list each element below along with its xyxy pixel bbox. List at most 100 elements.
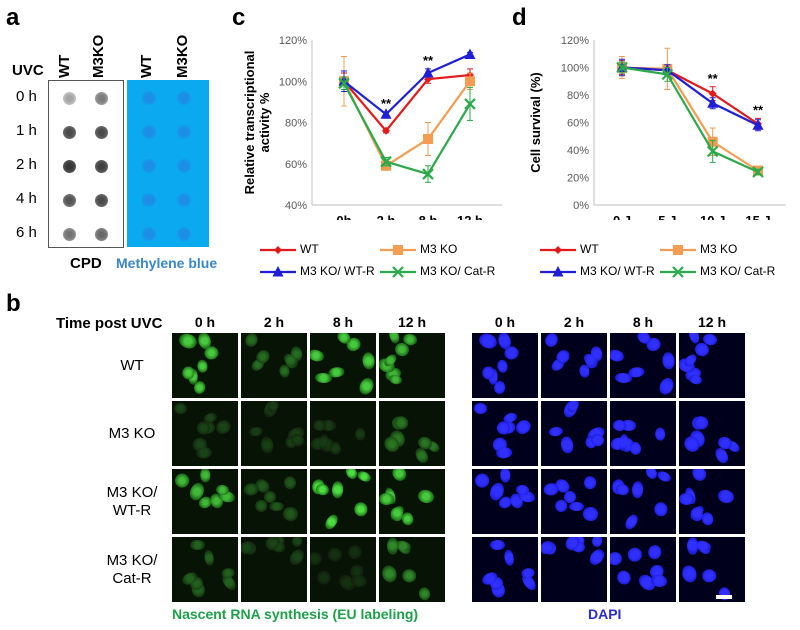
eu-image-cell [172,537,238,602]
eu-nucleus [361,351,375,371]
eu-nucleus [202,549,215,567]
eu-nucleus [200,469,211,483]
eu-image-cell [172,469,238,534]
mb-dot [177,125,191,139]
eu-nucleus [355,469,373,484]
x-tick-label: 0 J [613,213,631,220]
legend-swatch [380,245,416,255]
dapi-nucleus [482,365,495,380]
y-axis-title: Relative transcriptional [242,51,257,195]
eu-nucleus [327,547,344,563]
legend-label: M3 KO [420,242,458,256]
data-point [338,77,350,90]
chart-c-transcriptional-activity: 40% 60% 80% 100% 120% 0h 2 h 8 h 12 h Relative tr… [242,35,502,220]
eu-nucleus [379,492,394,506]
data-point [382,126,390,135]
dapi-nucleus [584,475,597,490]
dapi-nucleus [614,568,634,587]
eu-nucleus [203,345,220,361]
data-point [707,97,719,108]
eu-image-cell [310,537,376,602]
dapi-nucleus [493,379,507,395]
eu-nucleus [354,501,369,517]
legend-marker [554,246,562,254]
dapi-image-cell [541,401,607,466]
eu-image-cell [241,469,307,534]
legend-marker [673,245,683,255]
panel-label-b: b [6,290,21,317]
y-tick-label: 80% [567,90,589,102]
y-tick-label: 120% [561,35,589,47]
data-point [422,67,434,78]
legend-label: M3 KO/ Cat-R [700,264,776,278]
data-point [465,76,475,87]
x-tick-label: 15 J [745,213,770,220]
dapi-nucleus [560,435,575,454]
cpd-col-wt-label: WT [56,54,73,78]
dapi-nucleus [628,440,642,457]
eu-image-cell [241,537,307,602]
dapi-image-cell [610,469,676,534]
legend-swatch [380,266,416,278]
dapi-nucleus [473,402,488,414]
dapi-nucleus [586,546,607,568]
eu-nucleus [310,348,326,364]
data-point [422,168,434,180]
eu-image-cell [241,333,307,398]
mb-dot [142,193,156,207]
dapi-nucleus [542,333,560,349]
dapi-nucleus [680,563,699,584]
condition-row-label: M3 KO/ Cat-R [106,551,158,587]
eu-image-cell [379,469,445,534]
dapi-image-cell [541,333,607,398]
eu-nucleus [173,402,188,414]
mb-dot [177,91,191,105]
cpd-dot [63,228,76,241]
eu-nucleus [355,427,366,441]
blot-row-label: 4 h [16,190,37,207]
eu-nucleus [357,376,376,397]
y-tick-label: 40% [285,200,307,212]
dapi-nucleus [614,482,630,497]
dapi-nucleus [502,549,515,567]
dapi-nucleus [614,372,633,384]
data-point [616,61,628,74]
blot-row-label: 6 h [16,224,37,241]
dapi-nucleus [472,471,492,492]
uvc-label: UVC [12,62,44,79]
legend-label: WT [580,242,599,256]
eu-image-cell [379,401,445,466]
eu-nucleus [350,573,369,588]
eu-nucleus [290,537,304,548]
dapi-image-cell [610,401,676,466]
dapi-nucleus [650,573,669,588]
cpd-label: CPD [70,255,102,272]
dapi-image-cell [472,401,538,466]
x-tick-label: 2 h [377,213,396,220]
dapi-image-cell [679,333,745,398]
eu-image-cell [241,401,307,466]
eu-nucleus [416,487,436,505]
x-tick-label: 5 J [658,213,676,220]
dapi-nucleus [582,506,599,521]
eu-image-cell [310,333,376,398]
data-point [464,98,476,110]
dapi-nucleus [495,358,508,373]
cpd-dot [95,194,108,207]
data-point [380,108,392,119]
legend-marker [272,266,284,277]
condition-row-label: M3 KO [108,424,156,442]
dapi-nucleus [500,469,511,483]
eu-nucleus [286,546,307,568]
legend-marker [274,246,282,254]
dapi-nucleus [610,551,623,566]
data-point [423,134,433,144]
eu-nucleus [189,539,205,551]
eu-nucleus [402,568,417,583]
significance-mark: ** [381,96,392,111]
cpd-blot [48,80,124,248]
dapi-image-cell [472,333,538,398]
eu-nucleus [195,358,208,373]
eu-image-cell [172,401,238,466]
time-header: 8 h [632,314,654,330]
